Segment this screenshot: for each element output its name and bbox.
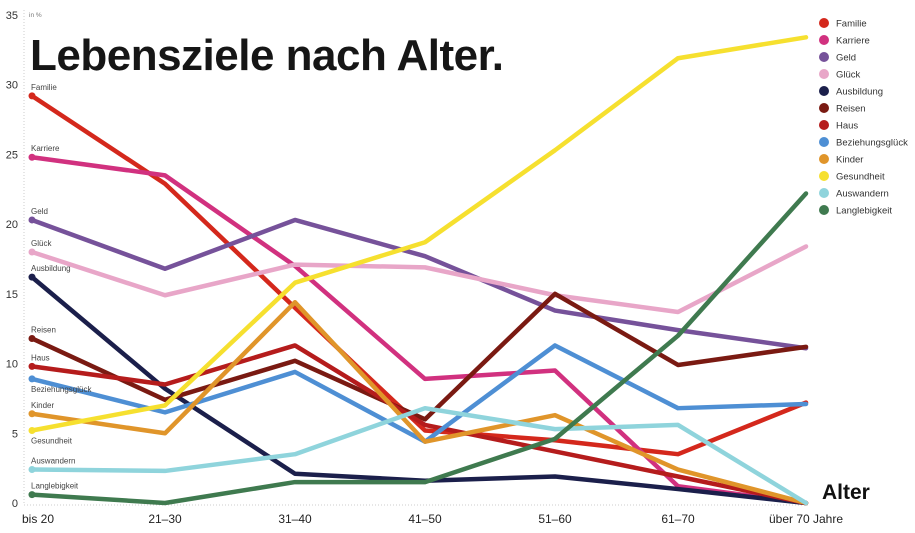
series-line-familie	[29, 93, 809, 457]
legend-swatch	[819, 35, 829, 45]
y-tick-label: 35	[6, 10, 18, 22]
legend-entry: Glück	[836, 70, 861, 81]
series-label: Kinder	[31, 401, 54, 410]
series-label: Haus	[31, 353, 50, 362]
y-tick-label: 5	[12, 428, 18, 440]
series-line-glück	[29, 244, 809, 315]
legend-entry: Karriere	[836, 36, 870, 47]
series-line-gesundheit	[29, 35, 809, 433]
y-tick-label: 30	[6, 80, 18, 92]
y-axis-unit: in %	[29, 12, 42, 19]
series-line-reisen	[29, 291, 809, 422]
x-tick-label: 31–40	[278, 512, 312, 526]
x-tick-label: 51–60	[538, 512, 572, 526]
legend-swatch	[819, 18, 829, 28]
series-label: Reisen	[31, 325, 56, 334]
legend-entry: Auswandern	[836, 189, 889, 200]
series-line-geld	[29, 217, 809, 351]
series-start-point	[28, 466, 36, 474]
x-tick-label: 61–70	[661, 512, 695, 526]
series-start-point	[28, 491, 36, 499]
series-line-auswandern	[29, 405, 809, 506]
series-line-langlebigkeit	[29, 191, 809, 506]
legend-swatch	[819, 171, 829, 181]
series-line-karriere	[29, 154, 809, 506]
series-label: Beziehungsglück	[31, 385, 92, 394]
legend-entry: Reisen	[836, 104, 866, 115]
legend-swatch	[819, 86, 829, 96]
series-line-kinder	[29, 299, 809, 506]
series-start-point	[28, 375, 36, 383]
y-tick-label: 20	[6, 219, 18, 231]
series-line-haus	[29, 343, 809, 506]
x-tick-label: bis 20	[22, 512, 54, 526]
legend-swatch	[819, 52, 829, 62]
legend-entry: Gesundheit	[836, 172, 885, 183]
series-label: Familie	[31, 83, 57, 92]
legend-swatch	[819, 188, 829, 198]
legend-entry: Langlebigkeit	[836, 206, 892, 217]
x-tick-label: über 70 Jahre	[769, 512, 843, 526]
series-start-point	[28, 273, 36, 281]
series-label: Auswandern	[31, 457, 75, 466]
series-start-point	[28, 92, 36, 100]
series-start-point	[28, 426, 36, 434]
legend-entry: Kinder	[836, 155, 863, 166]
series-start-point	[28, 334, 36, 342]
y-tick-label: 15	[6, 289, 18, 301]
legend-entry: Geld	[836, 53, 856, 64]
y-tick-label: 10	[6, 359, 18, 371]
chart-title: Lebensziele nach Alter.	[30, 31, 504, 80]
y-tick-label: 25	[6, 149, 18, 161]
x-tick-label: 21–30	[148, 512, 182, 526]
series-start-point	[28, 410, 36, 418]
legend-swatch	[819, 205, 829, 215]
legend-swatch	[819, 103, 829, 113]
series-start-point	[28, 216, 36, 224]
x-axis-label: Alter	[822, 481, 870, 504]
legend-swatch	[819, 154, 829, 164]
series-label: Glück	[31, 239, 52, 248]
legend-swatch	[819, 137, 829, 147]
legend-entry: Familie	[836, 19, 867, 30]
series-label: Langlebigkeit	[31, 482, 79, 491]
series-label: Geld	[31, 207, 48, 216]
y-tick-label: 0	[12, 498, 18, 510]
legend-entry: Haus	[836, 121, 858, 132]
legend-entry: Beziehungsglück	[836, 138, 908, 149]
series-start-point	[28, 248, 36, 256]
legend: Familie Karriere Geld Glück Ausbildung Reisen…	[819, 18, 908, 217]
legend-entry: Ausbildung	[836, 87, 883, 98]
legend-swatch	[819, 120, 829, 130]
x-tick-label: 41–50	[408, 512, 442, 526]
legend-swatch	[819, 69, 829, 79]
series-label: Ausbildung	[31, 264, 71, 273]
series-label: Gesundheit	[31, 436, 73, 445]
series-start-point	[28, 362, 36, 370]
series-label: Karriere	[31, 144, 60, 153]
series-start-point	[28, 153, 36, 161]
